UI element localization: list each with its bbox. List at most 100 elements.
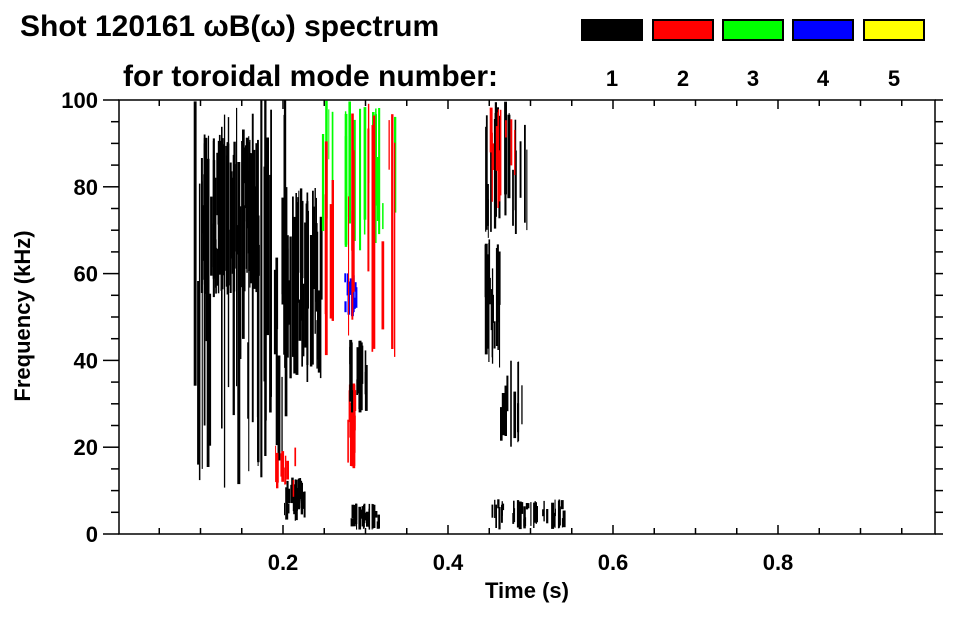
- spectral-streak-mode-1: [497, 499, 500, 509]
- spectral-streak-mode-1: [560, 500, 563, 507]
- spectral-streak-mode-1: [491, 294, 494, 323]
- spectral-streak-mode-2: [499, 109, 502, 196]
- spectral-streak-mode-1: [275, 257, 279, 330]
- axes: 0.2 0.4 0.6 0.8 0 20 40 60 80 100: [61, 88, 943, 575]
- spectral-streak-mode-1: [255, 143, 259, 293]
- spectral-streak-mode-1: [524, 517, 527, 527]
- spectral-streak-mode-2: [367, 128, 370, 272]
- spectral-streak-mode-2: [391, 114, 394, 349]
- spectral-streak-mode-1: [551, 502, 555, 529]
- spectral-streak-mode-1: [372, 504, 376, 528]
- spectral-streak-mode-1: [495, 504, 497, 528]
- spectral-streak-mode-1: [560, 500, 564, 510]
- y-tick-label: 80: [74, 175, 98, 200]
- spectral-streak-mode-1: [486, 184, 489, 226]
- spectral-streak-mode-1: [215, 247, 217, 294]
- spectral-streak-mode-1: [364, 365, 368, 411]
- legend-label-mode-1: 1: [606, 66, 618, 91]
- spectral-streak-mode-2: [497, 112, 499, 208]
- spectral-streak-mode-4: [344, 301, 347, 313]
- spectral-streak-mode-1: [315, 197, 317, 312]
- spectral-streak-mode-1: [356, 347, 359, 394]
- spectral-streak-mode-1: [286, 239, 288, 321]
- spectral-streak-mode-1: [233, 141, 236, 269]
- spectral-streak-mode-1: [287, 503, 290, 514]
- legend-swatch-mode-2: [652, 19, 714, 41]
- spectral-streak-mode-1: [363, 503, 366, 524]
- spectral-streak-mode-1: [488, 243, 490, 362]
- legend-swatch-mode-1: [581, 19, 643, 41]
- spectral-streak-mode-1: [198, 183, 201, 481]
- y-tick-label: 40: [74, 348, 98, 373]
- spectral-streak-mode-1: [295, 479, 298, 521]
- spectral-streak-mode-1: [251, 113, 254, 423]
- spectral-streak-mode-1: [273, 269, 277, 355]
- spectral-streak-mode-1: [360, 342, 363, 411]
- spectral-streak-mode-2: [351, 113, 354, 251]
- spectral-streak-mode-1: [356, 379, 358, 395]
- spectral-streak-mode-1: [223, 114, 226, 488]
- spectral-streak-mode-1: [497, 252, 499, 350]
- spectral-streak-mode-1: [286, 487, 288, 509]
- spectral-streak-mode-1: [519, 141, 522, 198]
- spectral-streak-mode-1: [489, 277, 491, 305]
- spectral-streak-mode-1: [495, 248, 498, 346]
- spectral-streak-mode-1: [250, 153, 254, 284]
- spectral-streak-mode-1: [313, 206, 316, 289]
- spectral-streak-mode-1: [291, 477, 294, 504]
- spectral-streak-mode-4: [344, 273, 346, 283]
- spectral-streak-mode-1: [197, 281, 200, 465]
- spectral-streak-mode-1: [524, 124, 526, 223]
- chart-title-line2: for toroidal mode number:: [123, 60, 498, 93]
- spectral-streak-mode-2: [324, 141, 328, 356]
- spectral-streak-mode-1: [221, 203, 225, 276]
- spectral-streak-mode-1: [201, 181, 203, 469]
- spectral-streak-mode-3: [328, 109, 330, 160]
- spectral-streak-mode-1: [534, 501, 536, 521]
- spectral-streak-mode-1: [245, 187, 247, 269]
- spectral-streak-mode-1: [203, 134, 206, 426]
- spectral-streak-mode-1: [353, 511, 356, 527]
- spectral-streak-mode-1: [248, 142, 251, 271]
- spectral-streak-mode-1: [500, 407, 503, 441]
- spectral-streak-mode-1: [257, 139, 259, 289]
- spectral-streak-mode-2: [491, 132, 493, 202]
- spectral-streak-mode-1: [288, 488, 291, 504]
- spectral-streak-mode-1: [260, 100, 263, 478]
- spectral-streak-mode-1: [307, 210, 309, 309]
- spectral-streak-mode-4: [349, 278, 353, 295]
- spectral-streak-mode-1: [218, 134, 221, 275]
- spectral-streak-mode-1: [216, 248, 219, 286]
- spectral-streak-mode-1: [490, 138, 492, 232]
- spectral-streak-mode-1: [297, 478, 301, 493]
- spectral-streak-mode-1: [216, 152, 219, 216]
- spectral-streak-mode-1: [302, 491, 305, 509]
- spectral-streak-mode-1: [533, 502, 535, 528]
- spectral-streak-mode-1: [527, 503, 530, 509]
- spectral-streak-mode-1: [297, 489, 301, 510]
- spectral-streak-mode-1: [298, 299, 302, 341]
- spectral-streak-mode-1: [493, 321, 496, 349]
- spectral-streak-mode-1: [246, 157, 249, 198]
- spectral-streak-mode-2: [505, 120, 507, 138]
- spectral-streak-mode-1: [349, 339, 353, 402]
- spectral-streak-mode-1: [247, 342, 249, 419]
- spectral-streak-mode-1: [561, 518, 563, 528]
- spectral-streak-mode-1: [283, 100, 287, 317]
- spectral-streak-mode-2: [367, 103, 370, 183]
- spectral-streak-mode-2: [284, 455, 287, 485]
- spectral-streak-mode-3: [375, 108, 377, 243]
- spectral-streak-mode-1: [306, 201, 309, 365]
- spectral-streak-mode-2: [281, 451, 285, 482]
- spectral-streak-mode-2: [348, 390, 351, 423]
- spectral-streak-mode-1: [293, 216, 296, 374]
- spectral-streak-mode-4: [353, 275, 355, 312]
- legend-label-mode-4: 4: [817, 66, 830, 91]
- spectral-streak-mode-1: [292, 488, 296, 512]
- spectral-streak-mode-1: [526, 149, 528, 231]
- y-tick-label: 20: [74, 435, 98, 460]
- spectral-streak-mode-1: [292, 196, 294, 357]
- spectral-streak-mode-1: [269, 174, 272, 413]
- spectral-streak-mode-1: [281, 376, 283, 455]
- spectral-streak-mode-2: [353, 390, 356, 453]
